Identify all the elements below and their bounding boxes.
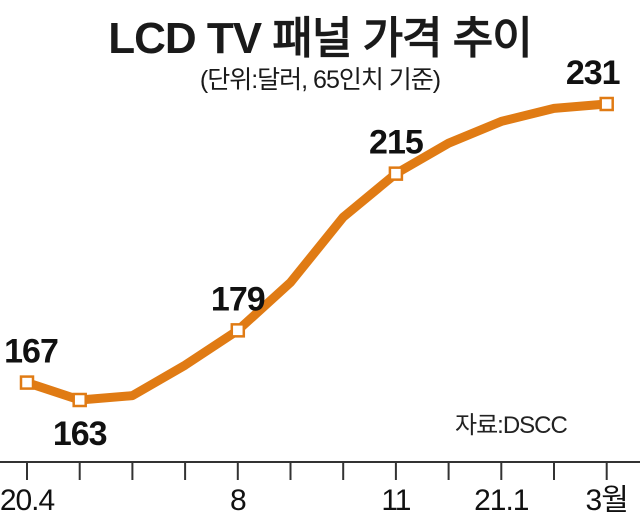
data-label-0: 167	[4, 333, 58, 371]
data-label-1: 163	[53, 415, 107, 453]
x-tick-label-11: 3월	[586, 484, 628, 517]
source-note: 자료:DSCC	[455, 412, 568, 439]
series-line-group	[22, 99, 612, 405]
chart-subtitle: (단위:달러, 65인치 기준)	[199, 66, 441, 94]
data-point-marker-7	[388, 166, 404, 181]
data-point-marker-0	[19, 375, 35, 390]
x-tick-label-7: 11	[381, 484, 410, 517]
series-line	[22, 99, 612, 405]
chart-title: LCD TV 패널 가격 추이	[108, 14, 532, 63]
x-tick-label-4: 8	[230, 484, 246, 517]
marker-group	[19, 96, 614, 408]
data-label-7: 215	[369, 124, 423, 162]
x-tick-label-0: 20.4	[0, 484, 55, 517]
x-tick-label-9: 21.1	[474, 484, 529, 517]
data-point-marker-4	[230, 323, 246, 338]
data-label-4: 179	[211, 280, 265, 318]
data-label-11: 231	[566, 54, 620, 92]
data-point-marker-11	[599, 96, 614, 112]
data-label-group: 167 163 179 215 231	[4, 54, 621, 453]
data-point-marker-1	[72, 392, 87, 408]
x-axis: 20.4 8 11 21.1 3월	[0, 461, 640, 517]
